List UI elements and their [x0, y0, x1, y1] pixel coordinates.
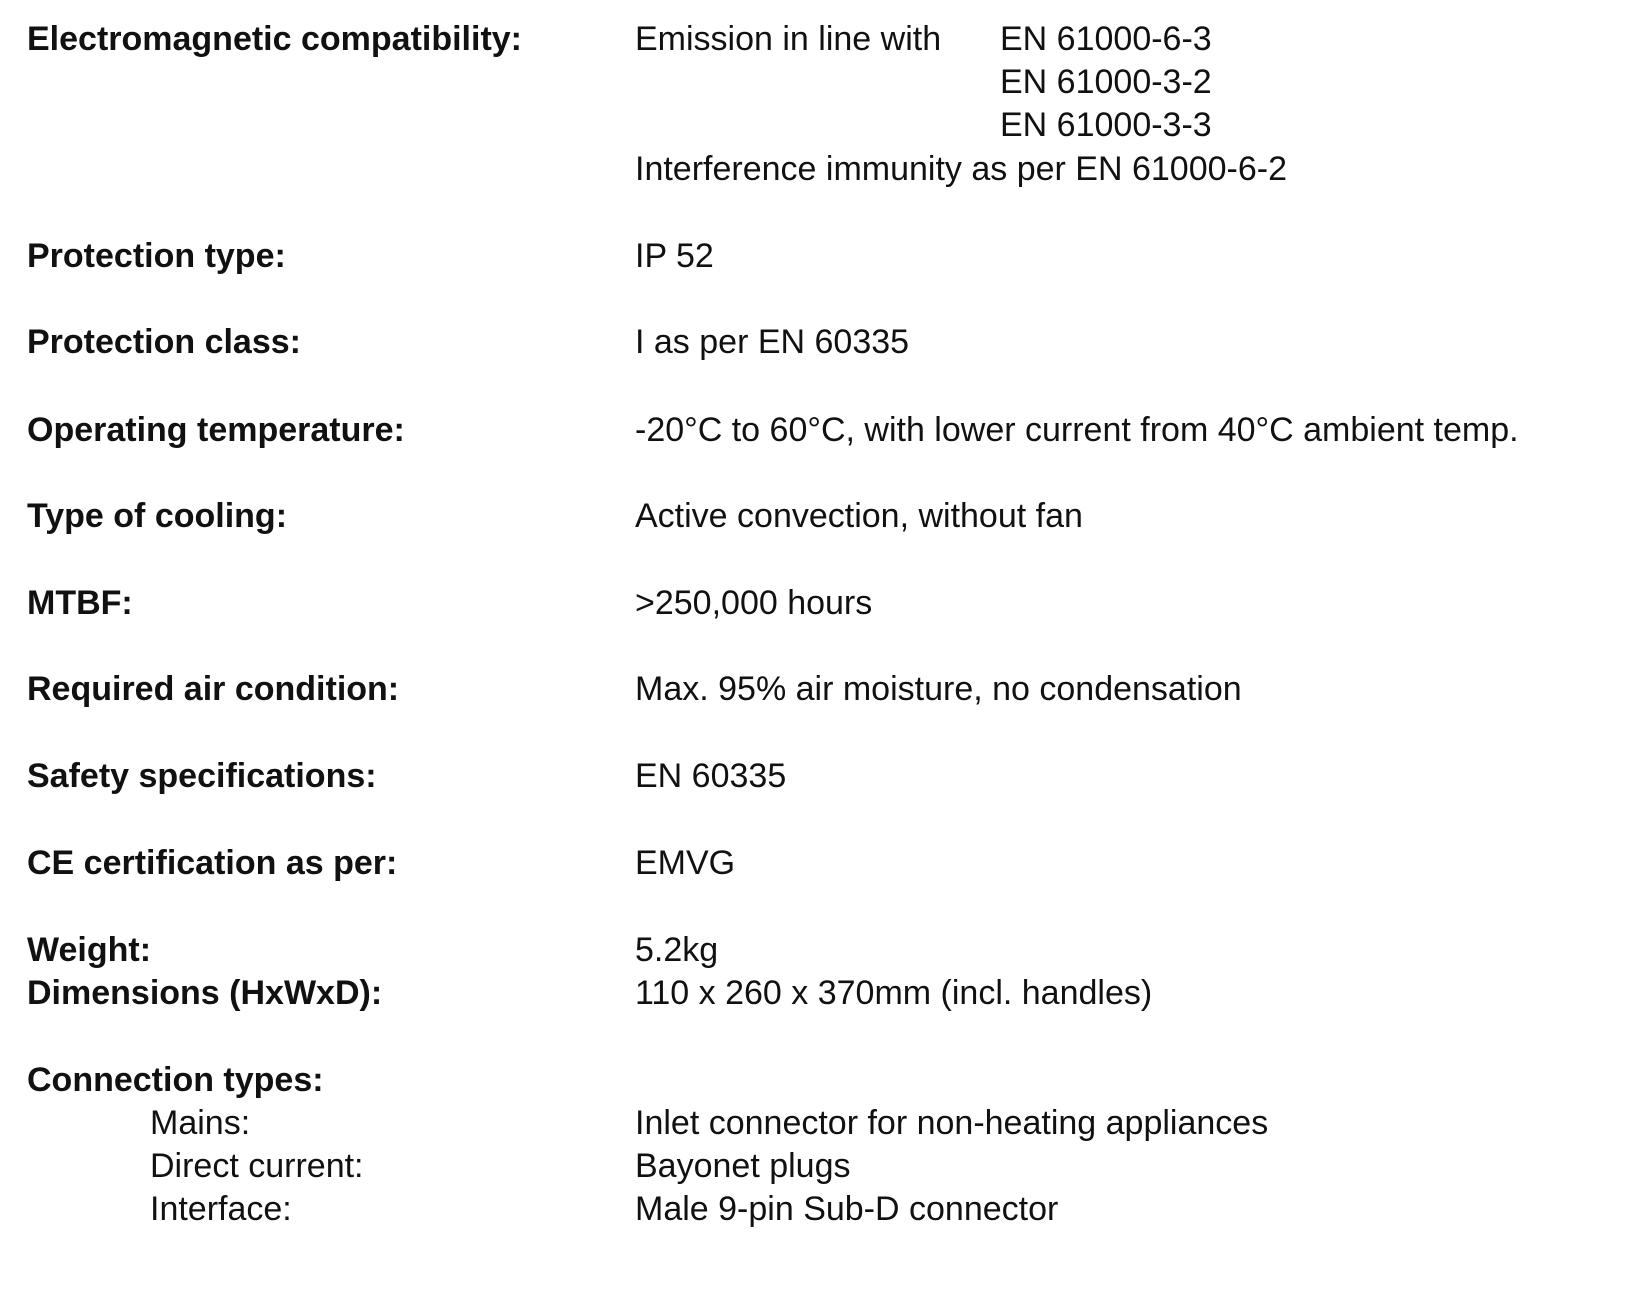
- spec-value-safety-specifications: EN 60335: [635, 757, 787, 795]
- spec-label-mtbf: MTBF:: [27, 584, 133, 622]
- spec-label-protection-class: Protection class:: [27, 323, 301, 361]
- spec-label-dimensions: Dimensions (HxWxD):: [27, 974, 383, 1012]
- spec-value-ce-certification: EMVG: [635, 844, 736, 882]
- connection-value-interface: Male 9-pin Sub-D connector: [635, 1190, 1059, 1228]
- connection-label-interface: Interface:: [150, 1190, 292, 1228]
- connection-label-direct-current: Direct current:: [150, 1147, 364, 1185]
- emc-emission-standard-1: EN 61000-6-3: [1000, 20, 1212, 58]
- spec-label-ce-certification: CE certification as per:: [27, 844, 398, 882]
- spec-label-safety-specifications: Safety specifications:: [27, 757, 377, 795]
- spec-label-type-of-cooling: Type of cooling:: [27, 497, 288, 535]
- spec-label-protection-type: Protection type:: [27, 237, 286, 275]
- spec-value-type-of-cooling: Active convection, without fan: [635, 497, 1083, 535]
- emc-immunity-line: Interference immunity as per EN 61000-6-…: [635, 149, 1287, 189]
- spec-value-dimensions: 110 x 260 x 370mm (incl. handles): [635, 974, 1153, 1012]
- connections-label: Connection types:: [27, 1061, 324, 1099]
- spec-value-weight: 5.2kg: [635, 931, 719, 969]
- emc-emission-standard-3: EN 61000-3-3: [1000, 106, 1212, 144]
- spec-label-required-air-condition: Required air condition:: [27, 670, 400, 708]
- spec-value-mtbf: >250,000 hours: [635, 584, 873, 622]
- spec-label-operating-temperature: Operating temperature:: [27, 411, 405, 449]
- emc-emission-prefix: Emission in line with: [635, 20, 942, 58]
- spec-value-operating-temperature: -20°C to 60°C, with lower current from 4…: [635, 411, 1519, 449]
- emc-emission-standard-2: EN 61000-3-2: [1000, 63, 1212, 101]
- connection-label-mains: Mains:: [150, 1104, 251, 1142]
- connection-value-direct-current: Bayonet plugs: [635, 1147, 851, 1185]
- spec-label-weight: Weight:: [27, 931, 152, 969]
- spec-value-protection-class: I as per EN 60335: [635, 323, 910, 361]
- spec-value-required-air-condition: Max. 95% air moisture, no condensation: [635, 670, 1242, 708]
- emc-immunity-prefix: Interference immunity as per: [635, 150, 1066, 188]
- connection-value-mains: Inlet connector for non-heating applianc…: [635, 1104, 1269, 1142]
- emc-immunity-standard: EN 61000-6-2: [1075, 150, 1287, 188]
- spec-value-protection-type: IP 52: [635, 237, 714, 275]
- emc-label: Electromagnetic compatibility:: [27, 20, 522, 58]
